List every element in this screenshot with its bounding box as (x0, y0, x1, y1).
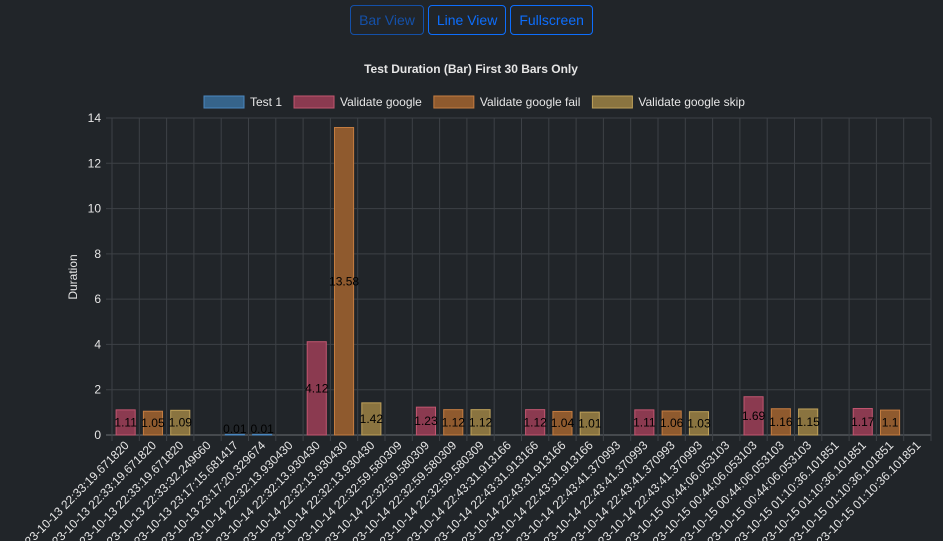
bar (224, 433, 245, 436)
legend-item: Validate google (293, 95, 422, 109)
bar (470, 409, 491, 436)
bar-value-label: 1.06 (660, 416, 684, 430)
bar (415, 406, 437, 436)
view-toolbar: Bar View Line View Fullscreen (0, 5, 943, 35)
bar (634, 409, 655, 436)
legend-swatch (433, 95, 475, 109)
legend-item: Validate google skip (591, 95, 745, 109)
chart-bars (115, 127, 901, 436)
bar-value-label: 1.12 (442, 415, 466, 429)
bar-value-label: 1.12 (523, 415, 547, 429)
bar (552, 410, 573, 436)
bar-value-label: 1.16 (769, 415, 793, 429)
line-view-button[interactable]: Line View (427, 5, 507, 35)
y-tick-label: 4 (94, 337, 101, 351)
legend-item: Test 1 (203, 95, 282, 109)
bar (579, 411, 600, 436)
bar-value-label: 4.12 (305, 381, 329, 395)
bar (879, 409, 901, 436)
bar-value-label: 1.1 (882, 416, 899, 430)
bar (333, 127, 355, 436)
bar (798, 408, 819, 436)
chart-title: Test Duration (Bar) First 30 Bars Only (364, 62, 578, 76)
y-axis-label: Duration (66, 254, 80, 299)
bar (443, 409, 464, 436)
bar (361, 402, 382, 436)
legend-label: Validate google skip (638, 95, 745, 109)
bar (252, 433, 273, 436)
y-tick-label: 0 (94, 428, 101, 442)
legend-label: Validate google (340, 95, 422, 109)
legend-swatch (293, 95, 335, 109)
bar (306, 341, 327, 436)
bar-value-label: 1.09 (169, 416, 193, 430)
bar (142, 410, 164, 436)
bar-value-label: 1.03 (687, 416, 711, 430)
bar-value-label: 1.17 (851, 415, 875, 429)
y-tick-label: 6 (94, 292, 101, 306)
bar-value-label: 1.42 (360, 412, 384, 426)
legend-label: Validate google fail (480, 95, 581, 109)
bar-value-label: 0.01 (223, 422, 247, 436)
y-axis: 0 2 4 6 8 10 12 14 (88, 111, 102, 442)
bar-value-label: 1.12 (469, 415, 493, 429)
bar-value-label: 1.01 (578, 417, 602, 431)
bar (688, 411, 710, 436)
bar-value-label: 1.15 (796, 415, 820, 429)
bar (852, 408, 873, 436)
bar (525, 409, 546, 436)
bar-data-labels: 1.11 1.05 1.09 0.01 0.01 4.12 13.58 1.42 1.23 1.1… (114, 274, 898, 436)
y-tick-label: 12 (88, 156, 102, 170)
bar-value-label: 1.69 (742, 409, 766, 423)
y-tick-label: 10 (88, 202, 102, 216)
chart-legend: Test 1 Validate google Validate google fai… (203, 95, 745, 109)
bar-value-label: 1.23 (414, 414, 438, 428)
bar (170, 409, 191, 436)
bar-value-label: 1.11 (114, 415, 137, 429)
legend-item: Validate google fail (433, 95, 581, 109)
bar-value-label: 13.58 (329, 274, 359, 288)
bar-view-button[interactable]: Bar View (350, 5, 424, 35)
bar-value-label: 1.11 (633, 415, 656, 429)
legend-swatch (203, 95, 245, 109)
y-tick-label: 2 (94, 383, 101, 397)
bar-value-label: 0.01 (250, 422, 274, 436)
bar-value-label: 1.04 (551, 416, 575, 430)
legend-label: Test 1 (250, 95, 282, 109)
bar-value-label: 1.05 (141, 416, 165, 430)
bar (743, 396, 764, 436)
legend-swatch (591, 95, 633, 109)
chart-grid (106, 117, 932, 441)
bar (661, 410, 682, 436)
bar (770, 408, 791, 436)
y-tick-label: 8 (94, 247, 101, 261)
bar (115, 409, 136, 436)
y-tick-label: 14 (88, 111, 102, 125)
fullscreen-button[interactable]: Fullscreen (510, 5, 593, 35)
